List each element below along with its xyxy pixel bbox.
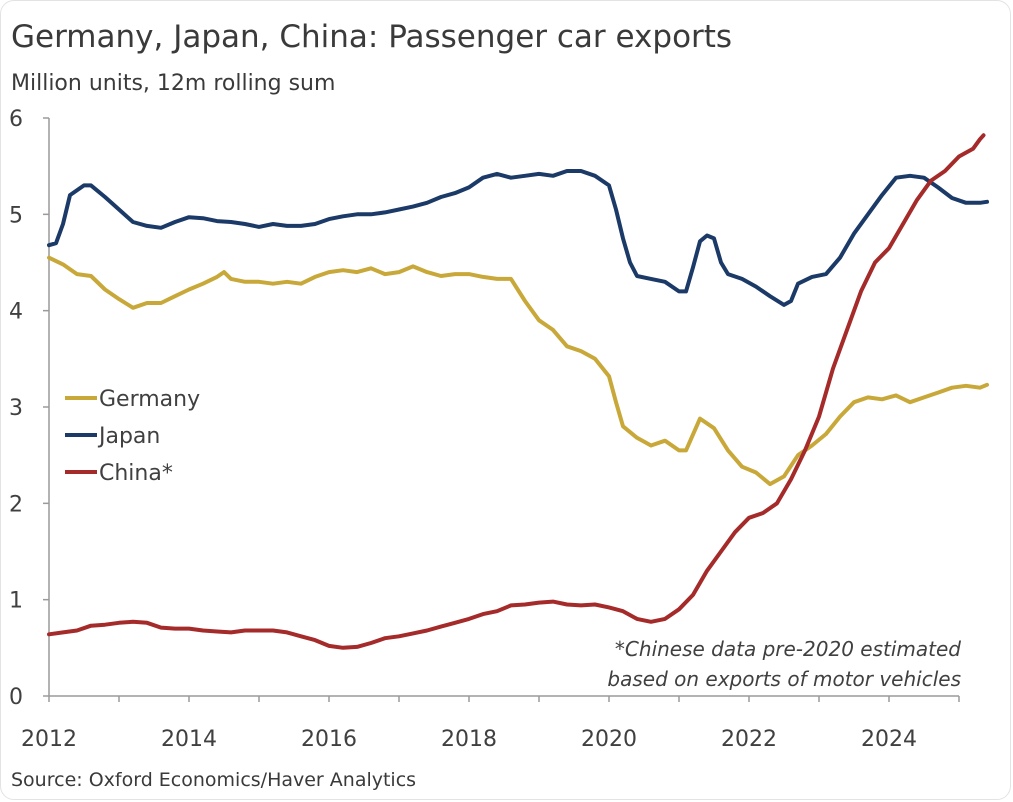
series-line-germany: [47, 255, 989, 487]
chart-title: Germany, Japan, China: Passenger car exp…: [11, 19, 733, 55]
axes: 0 1 2 3 4 5 6 2012 2014 2016 2018 2020 2022 2024: [9, 107, 960, 752]
x-tick-label: 2018: [441, 727, 497, 752]
footnote-line-2: based on exports of motor vehicles: [607, 667, 961, 691]
legend: Germany Japan China*: [65, 387, 200, 486]
x-tick-label: 2020: [581, 727, 637, 752]
x-tick-label: 2022: [721, 727, 777, 752]
y-tick-label: 3: [9, 396, 23, 421]
y-tick-label: 1: [9, 589, 23, 614]
legend-label-japan: Japan: [97, 424, 160, 449]
series-layer: [47, 133, 989, 650]
legend-label-china: China*: [99, 461, 173, 486]
series-line-china: [47, 133, 986, 650]
y-tick-label: 4: [9, 300, 23, 325]
footnote-line-1: *Chinese data pre-2020 estimated: [615, 637, 961, 661]
y-tick-label: 5: [9, 203, 23, 228]
x-tick-label: 2016: [301, 727, 357, 752]
series-line-japan: [47, 169, 989, 307]
y-tick-label: 0: [9, 685, 23, 710]
y-tick-label: 2: [9, 492, 23, 517]
source-note: Source: Oxford Economics/Haver Analytics: [11, 769, 417, 791]
x-tick-label: 2014: [161, 727, 217, 752]
x-tick-label: 2024: [861, 727, 917, 752]
legend-label-germany: Germany: [99, 387, 200, 412]
chart-subtitle: Million units, 12m rolling sum: [11, 71, 336, 96]
y-tick-label: 6: [9, 107, 23, 132]
x-tick-label: 2012: [21, 727, 77, 752]
